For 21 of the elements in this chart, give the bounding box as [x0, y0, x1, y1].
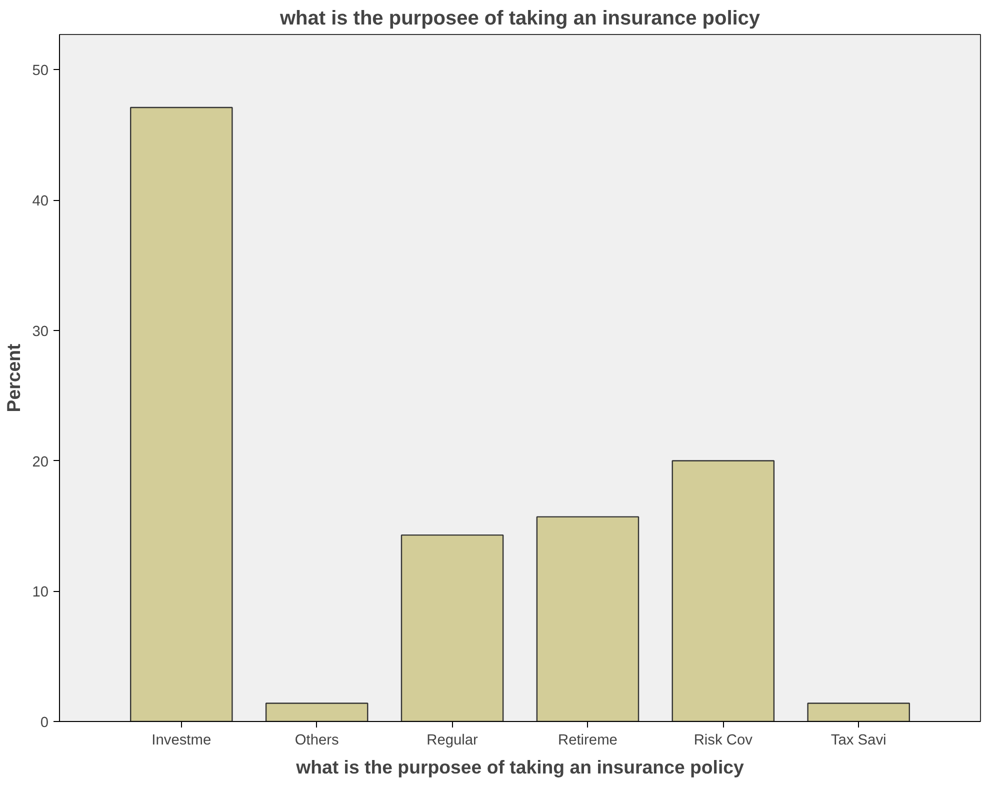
x-tick-label: Tax Savi: [830, 732, 886, 748]
bar: [265, 702, 368, 722]
x-tick-label: Risk Cov: [694, 732, 754, 748]
x-axis-title: what is the purposee of taking an insurance policy: [295, 756, 745, 778]
y-tick-label: 40: [32, 194, 49, 210]
y-axis-title: Percent: [3, 344, 24, 412]
x-tick-label: Investme: [152, 732, 212, 748]
x-tick-label: Others: [294, 732, 339, 748]
bar: [130, 106, 233, 722]
bar: [536, 516, 640, 722]
bar: [400, 534, 504, 722]
y-tick-label: 10: [32, 584, 49, 601]
y-tick-label: 50: [32, 63, 49, 80]
x-tick-label: Regular: [426, 732, 478, 748]
x-tick-label: Retireme: [558, 732, 618, 748]
chart-title: what is the purposee of taking an insurance policy: [278, 8, 761, 30]
y-tick-label: 30: [32, 324, 49, 340]
y-tick-label: 20: [32, 454, 49, 470]
bar: [672, 460, 775, 722]
y-tick-label: 0: [40, 715, 49, 731]
bar: [807, 702, 910, 722]
